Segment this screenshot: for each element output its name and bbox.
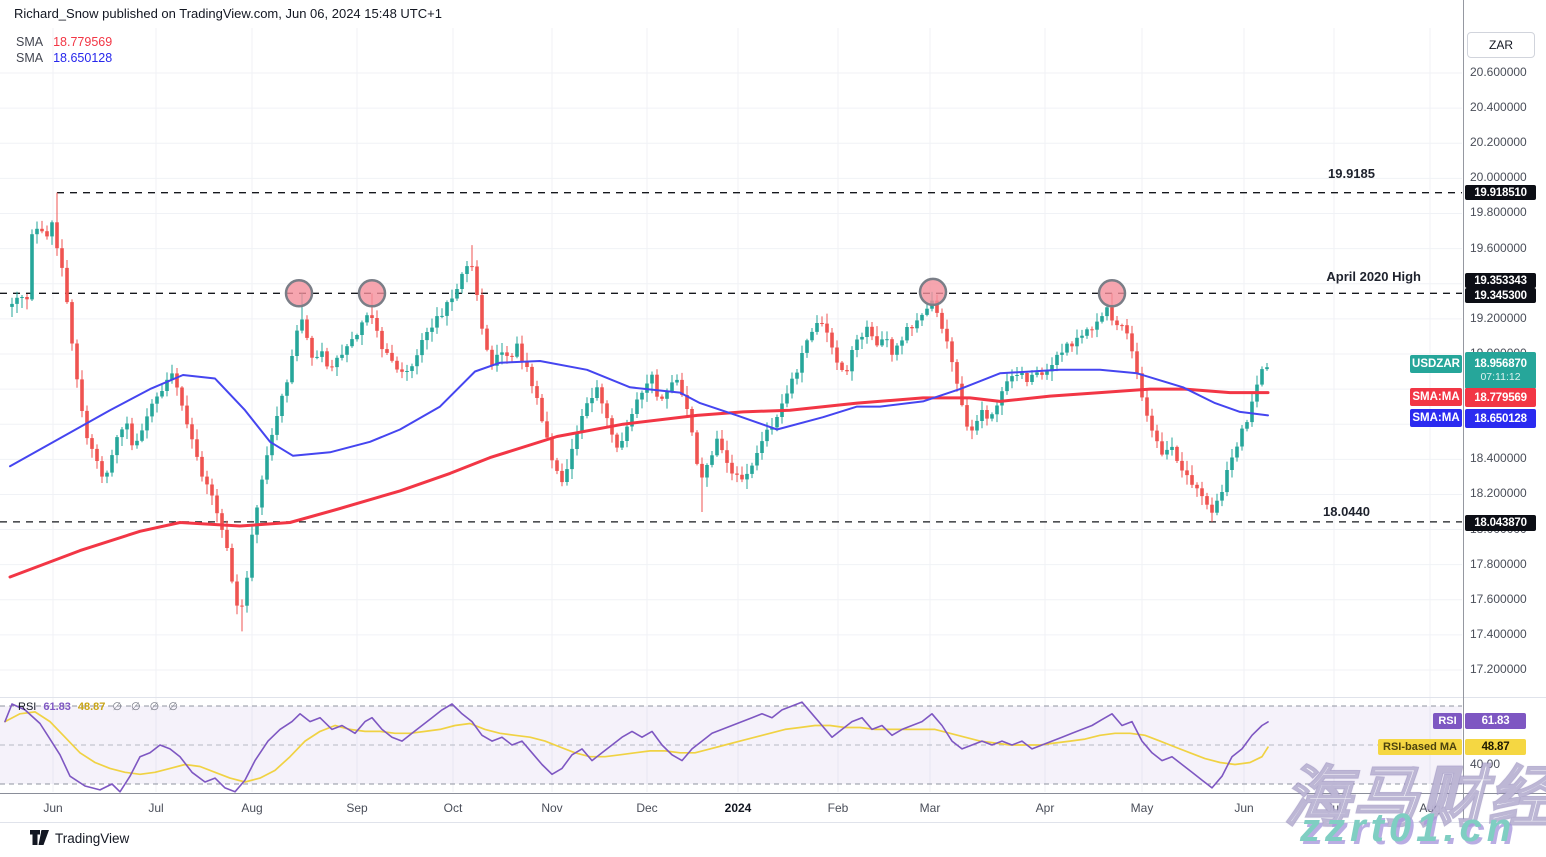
time-axis-label: Jul [1326, 801, 1342, 815]
rsi-legend-row[interactable]: RSI 61.83 48.87 ∅ ∅ ∅ ∅ [18, 700, 181, 714]
sma-fast-legend-label: SMA [16, 35, 44, 49]
price-axis-tick: 20.600000 [1470, 65, 1527, 79]
sma-slow-legend-value: 18.650128 [53, 51, 113, 65]
sma-slow-price-badge: 18.650128 [1465, 409, 1536, 428]
rsi-ma-value-badge: 48.87 [1465, 739, 1526, 755]
price-axis-tick: 20.400000 [1470, 100, 1527, 115]
time-axis-label: Mar [919, 801, 941, 815]
time-axis-label: Nov [541, 801, 563, 815]
rsi-ma-tag: RSI-based MA [1378, 739, 1462, 755]
symbol-tag: USDZAR [1410, 355, 1462, 373]
rsi-legend-value: 61.83 [43, 700, 71, 713]
time-axis-label: 2024 [724, 801, 752, 815]
time-axis-label: Dec [636, 801, 658, 815]
tradingview-brand[interactable]: TradingView [30, 830, 129, 846]
price-axis-tick: 20.200000 [1470, 135, 1527, 150]
time-axis-label: Aug [1419, 801, 1441, 815]
price-axis-tick: 20.000000 [1470, 170, 1527, 185]
time-axis-label: Jun [1234, 801, 1254, 815]
last-price-value: 18.956870 [1474, 357, 1527, 370]
tradingview-brand-text: TradingView [55, 830, 130, 846]
bar-countdown: 07:11:12 [1480, 371, 1521, 384]
rsi-ma-legend-value: 48.87 [77, 700, 106, 713]
time-axis-label: Feb [827, 801, 849, 815]
price-axis-tick: 17.600000 [1470, 591, 1527, 606]
sma-fast-legend-value: 18.779569 [53, 35, 113, 49]
time-axis-label: Apr [1035, 801, 1055, 815]
upper-level-label[interactable]: 19.9185 [1328, 166, 1375, 181]
published-byline: Richard_Snow published on TradingView.co… [14, 6, 442, 21]
april-2020-high-label[interactable]: April 2020 High [1326, 269, 1421, 284]
time-axis-label: Sep [346, 801, 368, 815]
price-axis-tick: 17.800000 [1470, 556, 1527, 571]
time-axis-label: Oct [443, 801, 463, 815]
upper-level-price-badge: 19.918510 [1465, 185, 1536, 200]
price-axis-tick: 19.200000 [1470, 310, 1527, 325]
sma-fast-legend-row[interactable]: SMA 18.779569 [16, 35, 112, 49]
sma-fast-price-badge: 18.779569 [1465, 388, 1536, 407]
sma-slow-legend-row[interactable]: SMA 18.650128 [16, 51, 112, 65]
rsi-tag: RSI [1433, 713, 1462, 729]
time-axis-label: Aug [241, 801, 263, 815]
lower-level-price-badge: 18.043870 [1465, 515, 1536, 531]
april-high-price-badge-b: 19.345300 [1465, 288, 1536, 303]
sma-fast-tag: SMA:MA [1410, 388, 1462, 406]
time-axis-label: May [1130, 801, 1154, 815]
sma-slow-tag: SMA:MA [1410, 409, 1462, 427]
rsi-axis-tick: 40.00 [1470, 757, 1501, 771]
price-axis-tick: 18.200000 [1470, 486, 1527, 501]
lower-level-label[interactable]: 18.0440 [1323, 504, 1370, 519]
price-axis-tick: 19.800000 [1470, 205, 1527, 220]
last-price-badge: 18.956870 07:11:12 [1465, 352, 1536, 389]
currency-zar-button[interactable]: ZAR [1467, 32, 1535, 58]
time-axis-label: Jun [43, 801, 63, 815]
time-axis-label: Jul [148, 801, 164, 815]
april-high-price-badge-a: 19.353343 [1465, 273, 1536, 288]
price-axis-tick: 17.400000 [1470, 626, 1527, 641]
tradingview-logo-icon [30, 830, 49, 845]
time-axis[interactable]: Jun Jul Aug Sep Oct Nov Dec 2024 Feb Mar Apr May Jun… [0, 794, 1546, 822]
rsi-value-badge: 61.83 [1465, 713, 1526, 729]
price-axis-tick: 17.200000 [1470, 662, 1527, 677]
rsi-legend-label: RSI [18, 700, 37, 713]
price-axis-tick: 19.600000 [1470, 240, 1527, 255]
rsi-hidden-params: ∅ ∅ ∅ ∅ [112, 701, 181, 713]
watermark-cjk: 海马财经 [1283, 759, 1546, 835]
price-axis-tick: 18.400000 [1470, 451, 1527, 466]
sma-slow-legend-label: SMA [16, 51, 44, 65]
watermark-url: zzrt01.cn [1300, 806, 1517, 850]
